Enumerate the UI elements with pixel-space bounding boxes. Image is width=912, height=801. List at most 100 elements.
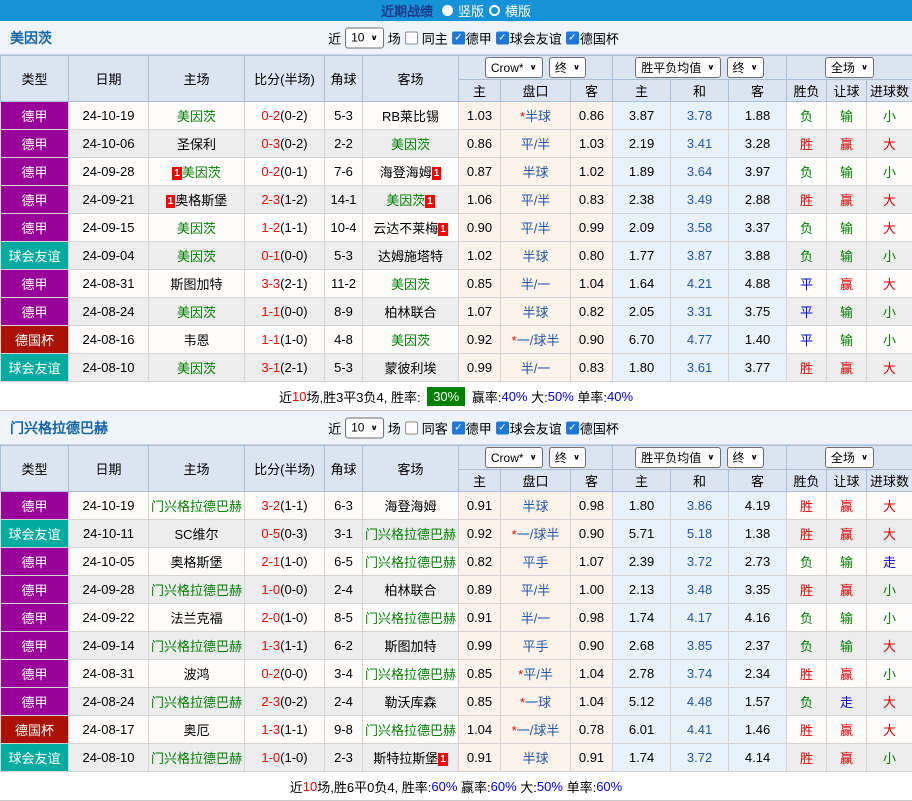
layout-horizontal-label[interactable]: 横版 [505, 1, 531, 20]
win-odds: 1.89 [613, 158, 671, 186]
odds-time-select[interactable]: 终∨ [549, 447, 586, 468]
match-date: 24-08-16 [69, 326, 149, 354]
sub-column-header: 和 [671, 80, 729, 102]
league-checkbox[interactable]: ✓ [496, 31, 509, 44]
layout-vertical-label[interactable]: 竖版 [458, 1, 484, 20]
league-checkbox[interactable]: ✓ [566, 421, 579, 434]
match-count-select[interactable]: 10∨ [345, 417, 384, 438]
red-card-badge: 1 [438, 753, 448, 766]
score-cell: 0-5(0-3) [245, 520, 325, 548]
same-side-checkbox[interactable] [405, 421, 418, 434]
result-wdl: 胜 [787, 576, 827, 604]
league-checkbox[interactable]: ✓ [452, 31, 465, 44]
odds-company-select[interactable]: Crow*∨ [485, 57, 543, 78]
scope-select[interactable]: 全场∨ [825, 57, 874, 78]
home-odds: 1.02 [459, 242, 501, 270]
league-filter: ✓德国杯 [566, 418, 619, 437]
home-odds: 1.07 [459, 298, 501, 326]
match-count-select[interactable]: 10∨ [345, 27, 384, 48]
win-odds: 3.87 [613, 102, 671, 130]
result-wdl: 胜 [787, 354, 827, 382]
draw-odds: 3.61 [671, 354, 729, 382]
wdl-time-select[interactable]: 终∨ [727, 447, 764, 468]
score-cell: 1-3(1-1) [245, 716, 325, 744]
sub-column-header: 盘口 [501, 80, 571, 102]
home-team: 门兴格拉德巴赫 [149, 492, 245, 520]
wdl-group-header: 胜平负均值∨ 终∨ [613, 446, 787, 470]
halftime-score: (1-1) [280, 498, 307, 513]
odds-company-select[interactable]: Crow*∨ [485, 447, 543, 468]
corners: 9-8 [325, 716, 363, 744]
wdl-mode-select[interactable]: 胜平负均值∨ [635, 447, 720, 468]
home-odds: 0.92 [459, 520, 501, 548]
handicap-value: 平/半 [521, 221, 551, 236]
odds-group-header: Crow*∨ 终∨ [459, 446, 613, 470]
summary-record: 场,胜3平3负4, 胜率: [306, 387, 424, 406]
score-cell: 1-0(0-0) [245, 576, 325, 604]
wdl-mode-select[interactable]: 胜平负均值∨ [635, 57, 720, 78]
summary-stat-value: 40% [607, 389, 633, 404]
corners: 2-2 [325, 130, 363, 158]
odds-time-select[interactable]: 终∨ [549, 57, 586, 78]
home-odds: 1.04 [459, 716, 501, 744]
league-checkbox[interactable]: ✓ [566, 31, 579, 44]
result-handicap: 输 [827, 298, 867, 326]
red-card-badge: 1 [425, 195, 435, 208]
home-odds: 0.89 [459, 576, 501, 604]
lose-odds: 2.73 [729, 548, 787, 576]
draw-odds: 5.18 [671, 520, 729, 548]
near-label: 近 [328, 28, 341, 47]
league-badge: 德甲 [1, 102, 69, 130]
away-team: 门兴格拉德巴赫 [363, 716, 459, 744]
summary-stat-label: 赢率: [468, 387, 501, 406]
wdl-time-select[interactable]: 终∨ [727, 57, 764, 78]
corners: 6-3 [325, 492, 363, 520]
corners: 5-3 [325, 242, 363, 270]
summary-record: 场,胜6平0负4, 胜率: [317, 777, 431, 796]
halftime-score: (0-2) [280, 108, 307, 123]
result-wdl: 胜 [787, 186, 827, 214]
home-team-name: 门兴格拉德巴赫 [151, 695, 242, 710]
chevron-down-icon: ∨ [370, 33, 377, 42]
result-handicap: 输 [827, 326, 867, 354]
handicap-value: 平手 [522, 555, 548, 570]
layout-horizontal-radio[interactable] [489, 5, 500, 16]
handicap-value: 一/球半 [517, 723, 560, 738]
result-handicap: 赢 [827, 660, 867, 688]
away-team: 海登海姆 [363, 492, 459, 520]
layout-vertical-radio[interactable] [442, 5, 453, 16]
home-team-name: SC维尔 [174, 527, 218, 542]
match-date: 24-08-10 [69, 354, 149, 382]
same-side-checkbox[interactable] [405, 31, 418, 44]
chevron-down-icon: ∨ [751, 63, 758, 72]
win-odds: 2.38 [613, 186, 671, 214]
home-team: 圣保利 [149, 130, 245, 158]
league-filter: ✓德国杯 [566, 28, 619, 47]
sub-column-header: 和 [671, 470, 729, 492]
column-header: 主场 [149, 446, 245, 492]
draw-odds: 3.72 [671, 548, 729, 576]
league-checkbox[interactable]: ✓ [452, 421, 465, 434]
league-filter-label: 球会友谊 [510, 28, 562, 47]
match-date: 24-09-28 [69, 158, 149, 186]
away-team-name: 门兴格拉德巴赫 [365, 555, 456, 570]
league-badge: 德甲 [1, 158, 69, 186]
league-checkbox[interactable]: ✓ [496, 421, 509, 434]
away-team: 柏林联合 [363, 576, 459, 604]
scope-group-header: 全场∨ [787, 446, 912, 470]
result-wdl: 胜 [787, 520, 827, 548]
result-wdl: 负 [787, 158, 827, 186]
fulltime-score: 1-0 [261, 750, 280, 765]
score-cell: 1-1(0-0) [245, 298, 325, 326]
handicap-value: 半球 [522, 305, 548, 320]
away-team-name: 海登海姆 [384, 499, 436, 514]
fulltime-score: 0-1 [261, 248, 280, 263]
scope-select[interactable]: 全场∨ [825, 447, 874, 468]
fulltime-score: 1-1 [261, 332, 280, 347]
away-team-name: 海登海姆 [380, 165, 432, 180]
